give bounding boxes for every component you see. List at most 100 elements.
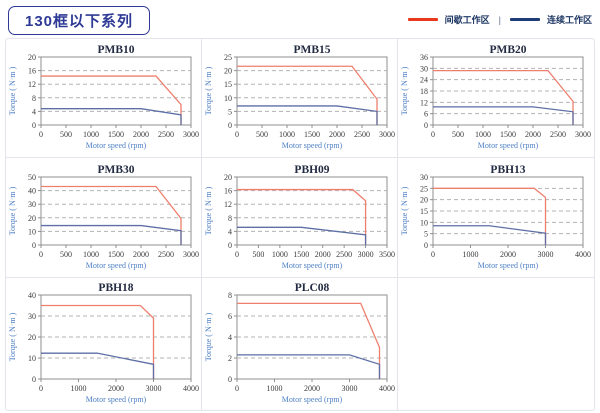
intermittent-zone-label: 间歇工作区 (444, 15, 490, 25)
series-red (40, 304, 154, 379)
svg-text:500: 500 (252, 250, 264, 259)
svg-text:3000: 3000 (379, 130, 395, 139)
continuous-zone-swatch (509, 18, 540, 21)
svg-text:20: 20 (224, 67, 232, 76)
svg-text:2500: 2500 (158, 130, 174, 139)
series-blue (236, 105, 378, 125)
svg-text:1500: 1500 (293, 250, 309, 259)
svg-text:0: 0 (228, 241, 232, 250)
svg-text:36: 36 (420, 53, 428, 62)
svg-text:0: 0 (32, 121, 36, 130)
svg-text:1000: 1000 (279, 130, 295, 139)
svg-text:2500: 2500 (354, 130, 370, 139)
svg-text:10: 10 (420, 218, 428, 227)
series-red (40, 75, 182, 125)
chart-svg-PBH09: PBH09 0 4 8 12 16 20 0 500 1000 1500 2000 2500 3000 35… (204, 164, 395, 270)
svg-text:Motor speed (rpm): Motor speed (rpm) (281, 261, 342, 270)
svg-text:3000: 3000 (575, 130, 591, 139)
svg-text:2000: 2000 (500, 250, 516, 259)
svg-text:5: 5 (228, 107, 232, 116)
svg-text:3000: 3000 (183, 130, 199, 139)
chart-title: PBH13 (490, 164, 525, 176)
series-blue (433, 224, 547, 245)
svg-text:3000: 3000 (341, 384, 357, 393)
svg-text:0: 0 (228, 121, 232, 130)
svg-text:20: 20 (28, 333, 36, 342)
chart-card-PMB30: PMB30 0 10 20 30 40 50 0 500 1000 1500 2000 2500 3000… (6, 158, 202, 278)
svg-text:0: 0 (235, 384, 239, 393)
series-blue (40, 352, 154, 379)
svg-text:12: 12 (28, 80, 36, 89)
chart-title: PMB10 (97, 44, 134, 56)
series-blue (40, 224, 182, 245)
svg-text:0: 0 (235, 130, 239, 139)
svg-text:Torque ( N·m ): Torque ( N·m ) (400, 186, 409, 235)
svg-text:Torque ( N·m ): Torque ( N·m ) (400, 66, 409, 115)
series-red (433, 187, 547, 245)
svg-text:50: 50 (28, 173, 36, 182)
chart-svg-PMB15: PMB15 0 5 10 15 20 25 0 500 1000 1500 2000 2500 3000 M… (204, 44, 395, 150)
chart-title: PMB20 (489, 44, 526, 56)
svg-text:500: 500 (60, 250, 72, 259)
chart-card-PLC08: PLC08 0 2 4 6 8 0 1000 2000 3000 4000 Motor speed (… (202, 278, 398, 410)
svg-text:0: 0 (235, 250, 239, 259)
svg-text:40: 40 (28, 291, 36, 300)
svg-text:1500: 1500 (304, 130, 320, 139)
series-red (433, 69, 574, 125)
svg-text:10: 10 (28, 354, 36, 363)
svg-text:4000: 4000 (379, 384, 395, 393)
intermittent-zone-swatch (407, 18, 438, 21)
svg-text:0: 0 (228, 375, 232, 384)
page-header: 130框以下系列 间歇工作区 | 连续工作区 (0, 0, 600, 38)
svg-text:4: 4 (228, 227, 232, 236)
svg-text:3500: 3500 (379, 250, 395, 259)
svg-text:10: 10 (224, 94, 232, 103)
chart-title: PBH18 (98, 282, 133, 294)
chart-svg-PLC08: PLC08 0 2 4 6 8 0 1000 2000 3000 4000 Motor speed (… (204, 282, 395, 404)
svg-text:30: 30 (28, 312, 36, 321)
svg-text:0: 0 (32, 241, 36, 250)
svg-text:5: 5 (424, 229, 428, 238)
svg-text:2500: 2500 (336, 250, 352, 259)
charts-grid: PMB10 0 4 8 12 16 20 0 500 1000 1500 2000 2500 3000 Mo… (5, 38, 595, 411)
series-red (236, 188, 366, 245)
svg-text:12: 12 (224, 200, 232, 209)
chart-legend: 间歇工作区 | 连续工作区 (407, 13, 592, 26)
svg-text:20: 20 (420, 195, 428, 204)
svg-text:2000: 2000 (108, 384, 124, 393)
series-blue (236, 226, 366, 245)
svg-text:6: 6 (424, 110, 428, 119)
svg-text:8: 8 (228, 291, 232, 300)
svg-text:4000: 4000 (575, 250, 591, 259)
svg-text:1000: 1000 (266, 384, 282, 393)
chart-card-PBH13: PBH13 0 5 10 15 20 25 30 0 1000 2000 3000 4000 Motor … (398, 158, 594, 278)
svg-text:0: 0 (39, 250, 43, 259)
svg-text:16: 16 (224, 186, 232, 195)
series-red (236, 65, 378, 125)
svg-text:2000: 2000 (329, 130, 345, 139)
svg-text:0: 0 (424, 121, 428, 130)
chart-card-PMB10: PMB10 0 4 8 12 16 20 0 500 1000 1500 2000 2500 3000 Mo… (6, 39, 202, 158)
svg-text:16: 16 (28, 67, 36, 76)
svg-text:4: 4 (32, 107, 36, 116)
svg-text:15: 15 (420, 207, 428, 216)
svg-text:Torque ( N·m ): Torque ( N·m ) (204, 66, 213, 115)
chart-svg-PMB20: PMB20 0 6 12 18 24 30 36 0 500 1000 1500 2000 2500 300… (400, 44, 591, 150)
svg-text:15: 15 (224, 80, 232, 89)
svg-text:2500: 2500 (550, 130, 566, 139)
continuous-zone-label: 连续工作区 (546, 15, 592, 25)
svg-text:20: 20 (28, 53, 36, 62)
svg-text:1000: 1000 (463, 250, 479, 259)
svg-text:40: 40 (28, 186, 36, 195)
svg-text:1000: 1000 (70, 384, 86, 393)
svg-text:Torque ( N·m ): Torque ( N·m ) (8, 312, 17, 361)
svg-text:500: 500 (60, 130, 72, 139)
chart-title: PBH09 (294, 164, 329, 176)
svg-text:2000: 2000 (304, 384, 320, 393)
svg-text:25: 25 (224, 53, 232, 62)
svg-text:Torque ( N·m ): Torque ( N·m ) (8, 66, 17, 115)
chart-card-PMB20: PMB20 0 6 12 18 24 30 36 0 500 1000 1500 2000 2500 300… (398, 39, 594, 158)
svg-text:2000: 2000 (314, 250, 330, 259)
svg-text:8: 8 (32, 94, 36, 103)
chart-title: PMB30 (97, 164, 134, 176)
